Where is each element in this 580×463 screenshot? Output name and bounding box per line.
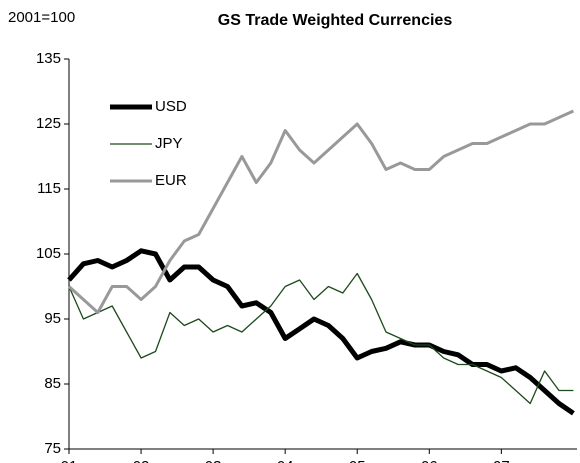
series-line xyxy=(68,272,574,405)
y-tick-label: 105 xyxy=(36,245,61,262)
y-tick-label: 75 xyxy=(44,440,61,457)
series-line xyxy=(67,109,575,314)
y-tick-label: 115 xyxy=(37,180,61,197)
x-tick-label: 02 xyxy=(133,458,150,463)
y-tick-label: 95 xyxy=(44,310,61,327)
x-tick-label: 04 xyxy=(277,458,294,463)
x-tick-label: 05 xyxy=(349,458,366,463)
x-tick-label: 07 xyxy=(493,458,510,463)
legend-label: JPY xyxy=(155,135,183,152)
y-tick-label: 135 xyxy=(36,50,61,67)
y-tick-label: 85 xyxy=(44,375,61,392)
legend-label: USD xyxy=(155,98,187,115)
y-axis-label: 2001=100 xyxy=(8,9,75,26)
x-tick-label: 03 xyxy=(205,458,222,463)
series-line xyxy=(67,248,575,416)
x-tick-label: 01 xyxy=(61,458,78,463)
chart-title: GS Trade Weighted Currencies xyxy=(218,12,453,29)
x-tick-label: 06 xyxy=(421,458,438,463)
y-tick-label: 125 xyxy=(36,115,61,132)
legend-label: EUR xyxy=(155,172,187,189)
